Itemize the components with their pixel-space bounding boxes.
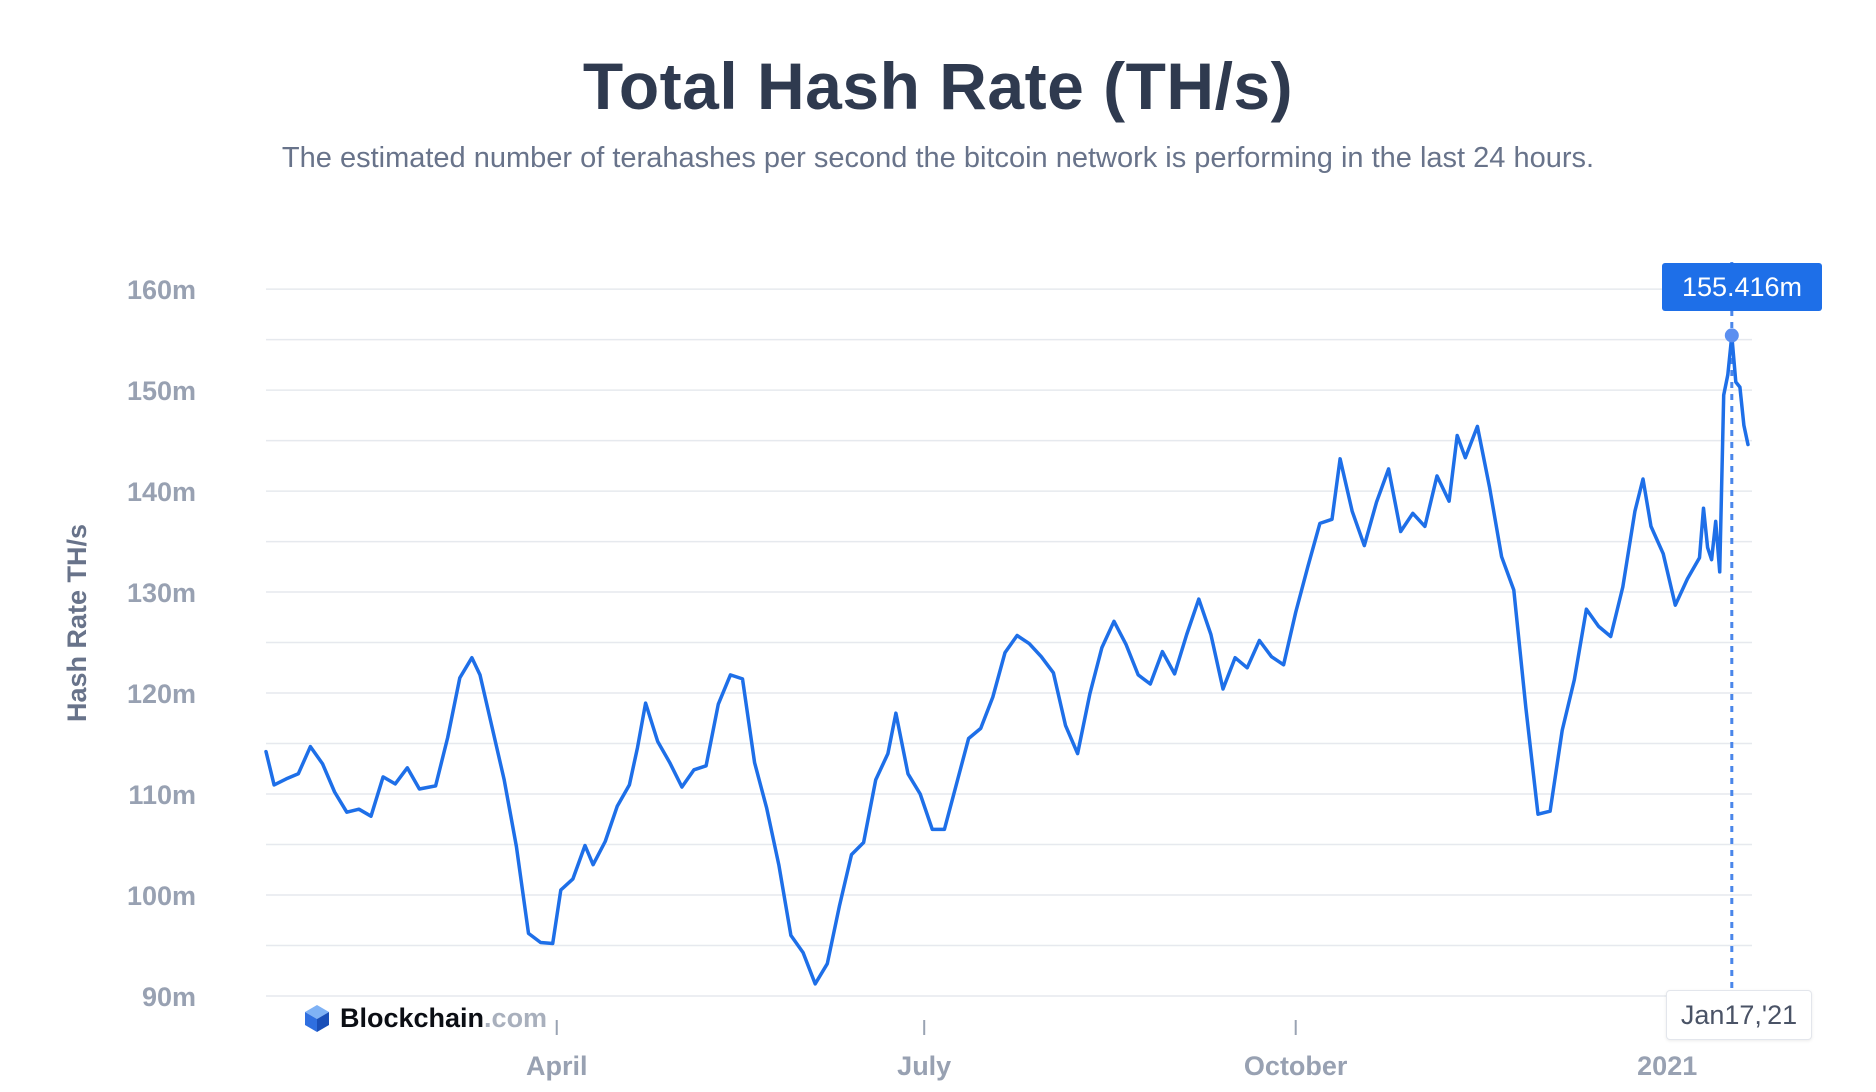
hover-point (1724, 328, 1739, 343)
chart-subtitle: The estimated number of terahashes per s… (281, 142, 1595, 174)
x-tick-label: October (1244, 1051, 1348, 1081)
blockchain-cube-icon (305, 1005, 329, 1032)
y-axis-ticks: 90m 100m 110m 120m 130m 140m 150m 160m (127, 275, 196, 1012)
x-tick-label: July (897, 1051, 951, 1081)
chart-title: Total Hash Rate (TH/s) (582, 49, 1294, 123)
x-axis-ticks: April July October 2021 (526, 1020, 1697, 1081)
y-tick-label: 120m (127, 679, 196, 709)
grid-lines (266, 288, 1752, 997)
y-tick-label: 130m (127, 578, 196, 608)
x-tick-label: April (526, 1051, 588, 1081)
value-tooltip: 155.416m (1662, 263, 1822, 311)
brand-tld: .com (484, 1002, 548, 1033)
brand-watermark: Blockchain .com (302, 1001, 547, 1035)
y-tick-label: 160m (127, 275, 196, 305)
y-tick-label: 100m (127, 881, 196, 911)
y-tick-label: 90m (142, 982, 196, 1012)
y-tick-label: 110m (128, 780, 196, 810)
brand-name: Blockchain (340, 1002, 485, 1033)
y-tick-label: 150m (127, 376, 196, 406)
date-tooltip: Jan17,'21 (1666, 990, 1812, 1040)
y-tick-label: 140m (127, 477, 196, 507)
series-line-hash-rate[interactable] (264, 333, 1750, 986)
y-axis-label: Hash Rate TH/s (62, 524, 92, 722)
x-tick-label: 2021 (1637, 1051, 1697, 1081)
